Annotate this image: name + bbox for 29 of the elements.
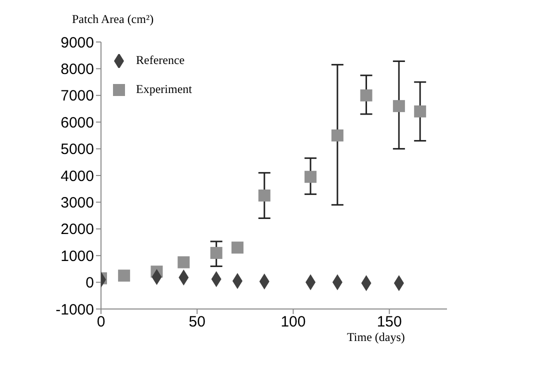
y-tick-label: 6000 — [60, 114, 94, 132]
point — [331, 129, 344, 142]
x-tick-label: 100 — [280, 314, 306, 331]
x-tick-label: 0 — [96, 314, 106, 331]
x-tick-label: 50 — [188, 314, 206, 331]
y-axis-title: Patch Area (cm²) — [72, 12, 154, 27]
y-tick-label: 4000 — [60, 168, 94, 185]
point — [304, 170, 317, 183]
legend-label: Reference — [136, 53, 185, 68]
point — [360, 89, 372, 102]
point — [178, 256, 190, 268]
point — [210, 246, 222, 259]
x-axis-title: Time (days) — [347, 330, 405, 345]
y-tick-label: 8000 — [60, 61, 94, 78]
point — [231, 242, 244, 254]
x-tick-label: 150 — [376, 314, 402, 331]
y-tick-label: 1000 — [60, 248, 94, 265]
y-tick-label: 3000 — [60, 194, 94, 212]
y-tick-label: -1000 — [56, 301, 94, 318]
y-tick-label: 5000 — [60, 141, 94, 158]
point — [392, 100, 405, 112]
y-tick-label: 9000 — [60, 34, 94, 52]
point — [414, 105, 426, 118]
y-tick-label: 7000 — [60, 88, 94, 105]
y-tick-label: 2000 — [60, 221, 94, 238]
legend-label: Experiment — [136, 82, 192, 97]
point — [258, 190, 270, 202]
point — [118, 270, 130, 282]
y-tick-label: 0 — [86, 274, 94, 292]
